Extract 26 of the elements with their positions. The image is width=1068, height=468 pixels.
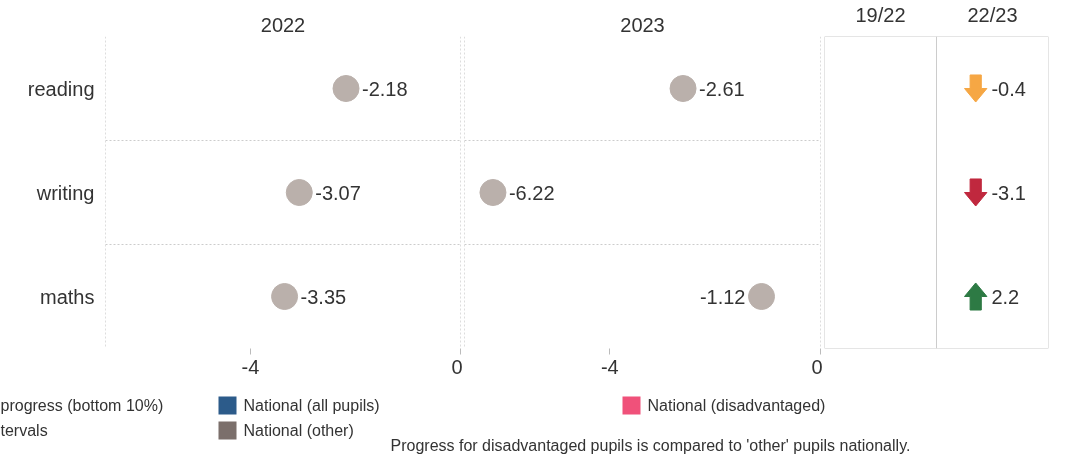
- y-tick-label: writing: [35, 181, 95, 204]
- data-label: -3.35: [300, 285, 347, 308]
- legend-label: National (disadvantaged): [647, 397, 826, 414]
- legend-label: National (other): [243, 422, 354, 439]
- x-tick-label: -4: [241, 355, 260, 378]
- data-label: 2.2: [991, 285, 1020, 308]
- text: 22/23: [967, 3, 1018, 26]
- data-label: -2.18: [361, 77, 408, 100]
- x-tick-label: 0: [451, 355, 463, 378]
- x-tick-label: 0: [811, 355, 823, 378]
- data-label: -1.12: [699, 285, 746, 308]
- text: 19/22: [855, 3, 906, 26]
- text: progress (bottom 10%): [0, 397, 164, 414]
- data-label: -2.61: [699, 77, 745, 100]
- chart-title: 2022: [260, 13, 306, 36]
- legend-label: National (all pupils): [243, 397, 380, 414]
- text: tervals: [0, 422, 48, 439]
- chart-title: 2023: [620, 13, 665, 36]
- data-label: -3.1: [991, 181, 1026, 204]
- text: Progress for disadvantaged pupils is compared to 'other' pupils nationally.: [390, 437, 911, 454]
- y-tick-label: reading: [27, 77, 95, 100]
- data-label: -0.4: [991, 77, 1026, 100]
- x-tick-label: -4: [600, 355, 619, 378]
- y-tick-label: maths: [40, 285, 95, 308]
- data-label: -6.22: [508, 181, 555, 204]
- data-label: -3.07: [315, 181, 361, 204]
